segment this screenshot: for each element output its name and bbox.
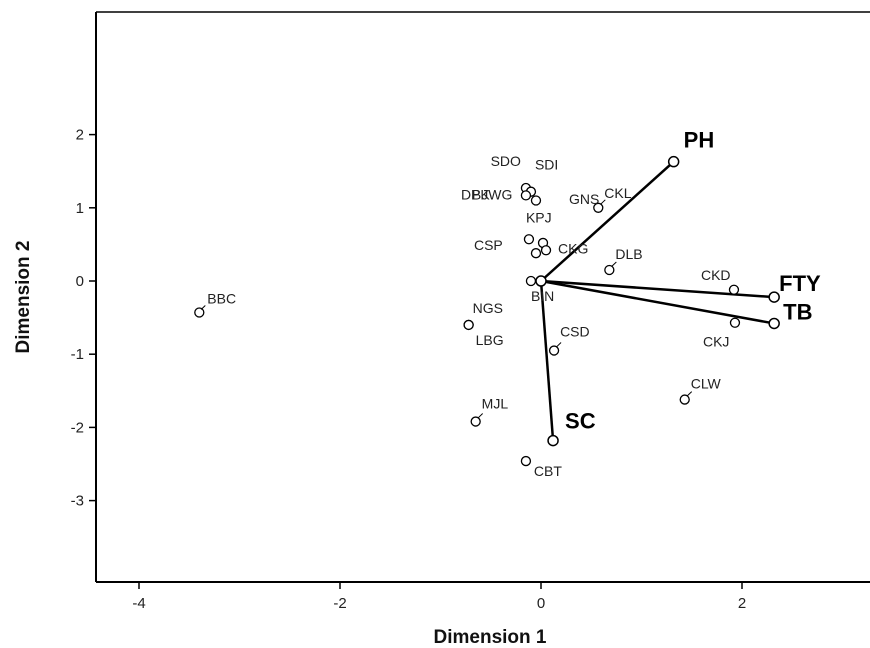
point-labels: PH FTY TB SC BBC SDO SDI BJWG CKL KPJ DPK GNS CSP CKG…	[207, 128, 821, 479]
data-point-marker	[604, 264, 615, 276]
origin-marker	[535, 275, 547, 287]
vector-label: FTY	[779, 271, 821, 296]
vector-line	[539, 280, 555, 441]
label-leader	[686, 391, 693, 397]
data-point-marker	[540, 245, 552, 256]
data-point-label: CBT	[534, 463, 562, 479]
data-point-marker	[520, 190, 532, 201]
vector-end-marker	[768, 291, 780, 303]
data-point-label: NGS	[473, 300, 503, 316]
data-point-label: SDO	[491, 153, 521, 169]
x-tick-label: -2	[333, 595, 346, 612]
y-axis-title: Dimension 2	[13, 241, 34, 354]
data-point-label: CSD	[560, 324, 590, 340]
data-point-label: CKG	[558, 240, 588, 256]
y-tick-label: 2	[76, 127, 84, 144]
label-leader	[477, 413, 484, 419]
y-tick-label: -1	[71, 346, 84, 363]
data-point-label: BJWG	[472, 186, 512, 202]
data-point-label: CKD	[701, 267, 731, 283]
y-tick-label: -3	[71, 493, 84, 510]
x-axis-title: Dimension 1	[434, 627, 547, 648]
label-leader	[556, 342, 562, 348]
data-point-label: BIN	[531, 288, 554, 304]
vector-label: PH	[684, 128, 715, 153]
axis-ticks: -4 -2 0 2 -3 -2 -1 0 1 2	[71, 127, 747, 612]
y-tick-label: 0	[76, 273, 84, 290]
data-point-label: SDI	[535, 157, 558, 173]
label-leader	[600, 199, 606, 205]
data-point-marker	[463, 319, 474, 331]
data-point-marker	[548, 345, 560, 356]
data-point-label: GNS	[569, 191, 599, 207]
data-point-label: DPK	[461, 186, 490, 202]
data-point-marker	[523, 234, 535, 245]
x-tick-label: 0	[537, 595, 545, 612]
vector-label: SC	[565, 409, 596, 434]
y-tick-label: -2	[71, 419, 84, 436]
data-point-label: CSP	[474, 237, 503, 253]
data-point-marker	[530, 195, 542, 206]
y-tick-label: 1	[76, 200, 84, 217]
data-point-marker	[520, 455, 532, 467]
data-point-label: LBG	[476, 332, 504, 348]
data-point-marker	[593, 202, 604, 213]
data-point-label: DLB	[615, 246, 642, 262]
vector-end-marker	[547, 434, 559, 447]
vector-end-marker	[768, 317, 780, 330]
label-leader	[611, 261, 617, 267]
data-point-label: MJL	[482, 396, 509, 412]
data-point-marker	[470, 416, 481, 427]
data-point-marker	[729, 317, 741, 328]
data-point-marker	[679, 394, 690, 405]
data-point-label: CLW	[691, 376, 722, 392]
data-points	[194, 182, 741, 467]
data-point-marker	[525, 275, 537, 287]
data-point-label: CKJ	[703, 334, 729, 350]
data-point-marker	[728, 284, 740, 295]
x-tick-label: 2	[738, 595, 746, 612]
vector-label: TB	[783, 299, 812, 324]
data-point-marker	[530, 248, 542, 259]
data-point-label: KPJ	[526, 209, 552, 225]
x-tick-label: -4	[132, 595, 145, 612]
label-leader	[200, 305, 206, 310]
vector-end-marker	[667, 155, 680, 168]
data-point-marker	[194, 307, 205, 318]
vector-line	[540, 279, 775, 325]
data-point-label: BBC	[207, 290, 236, 306]
vector-line	[540, 160, 675, 282]
data-point-label: CKL	[604, 185, 631, 201]
